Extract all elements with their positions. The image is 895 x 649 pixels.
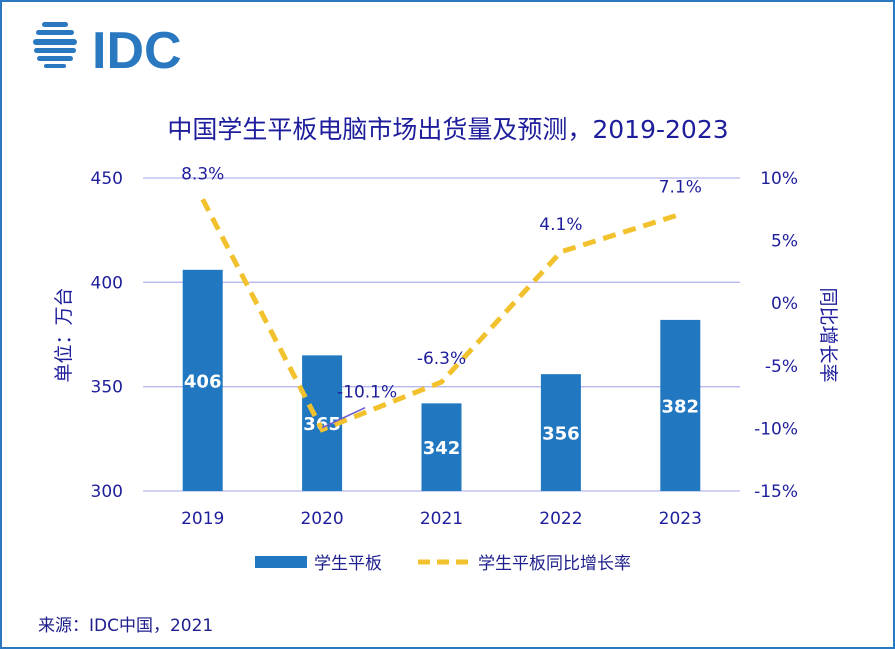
logo-text: IDC (92, 22, 182, 80)
y2-tick-label: 5% (771, 232, 798, 252)
leader-line (321, 406, 366, 429)
y2-tick-label: -5% (765, 357, 798, 377)
x-tick-label: 2023 (659, 509, 702, 529)
line-data-label: 4.1% (539, 215, 582, 235)
y-tick-label: 400 (91, 273, 123, 293)
y-tick-label: 300 (91, 482, 123, 502)
legend-line-label: 学生平板同比增长率 (478, 554, 631, 574)
bar-data-label: 342 (423, 438, 461, 459)
x-tick-label: 2019 (181, 509, 224, 529)
bar-2021 (421, 403, 462, 491)
line-data-label: 8.3% (181, 164, 224, 184)
y2-tick-label: 10% (760, 169, 798, 189)
x-tick-label: 2020 (300, 509, 343, 529)
y2-tick-label: -15% (754, 482, 798, 502)
bar-data-label: 356 (542, 424, 580, 445)
legend-bar-label: 学生平板 (314, 554, 382, 574)
source-note: 来源：IDC中国，2021 (38, 616, 214, 636)
x-tick-label: 2022 (539, 509, 582, 529)
bar-data-label: 406 (184, 371, 222, 392)
x-tick-label: 2021 (420, 509, 463, 529)
legend-bar-swatch (255, 556, 307, 568)
line-data-label: 7.1% (659, 177, 702, 197)
bar-2023 (660, 319, 701, 491)
y2-tick-label: -10% (754, 419, 798, 439)
globe-icon (33, 22, 77, 68)
line-data-label: -6.3% (417, 349, 466, 369)
chart-title: 中国学生平板电脑市场出货量及预测，2019-2023 (167, 115, 728, 144)
y-axis-label: 单位：万台 (53, 287, 75, 382)
bar-2019 (182, 269, 223, 491)
y-tick-label: 450 (91, 169, 123, 189)
y2-axis-label: 同比增长率 (817, 287, 839, 382)
idc-logo: IDC (33, 22, 182, 80)
growth-rate-line (200, 198, 682, 433)
legend: 学生平板 学生平板同比增长率 (255, 554, 631, 574)
y2-tick-label: 0% (771, 294, 798, 314)
y-tick-label: 350 (91, 378, 123, 398)
bar-data-label: 382 (662, 396, 700, 417)
line-data-label: -10.1% (337, 383, 397, 403)
bar-2022 (540, 374, 581, 491)
